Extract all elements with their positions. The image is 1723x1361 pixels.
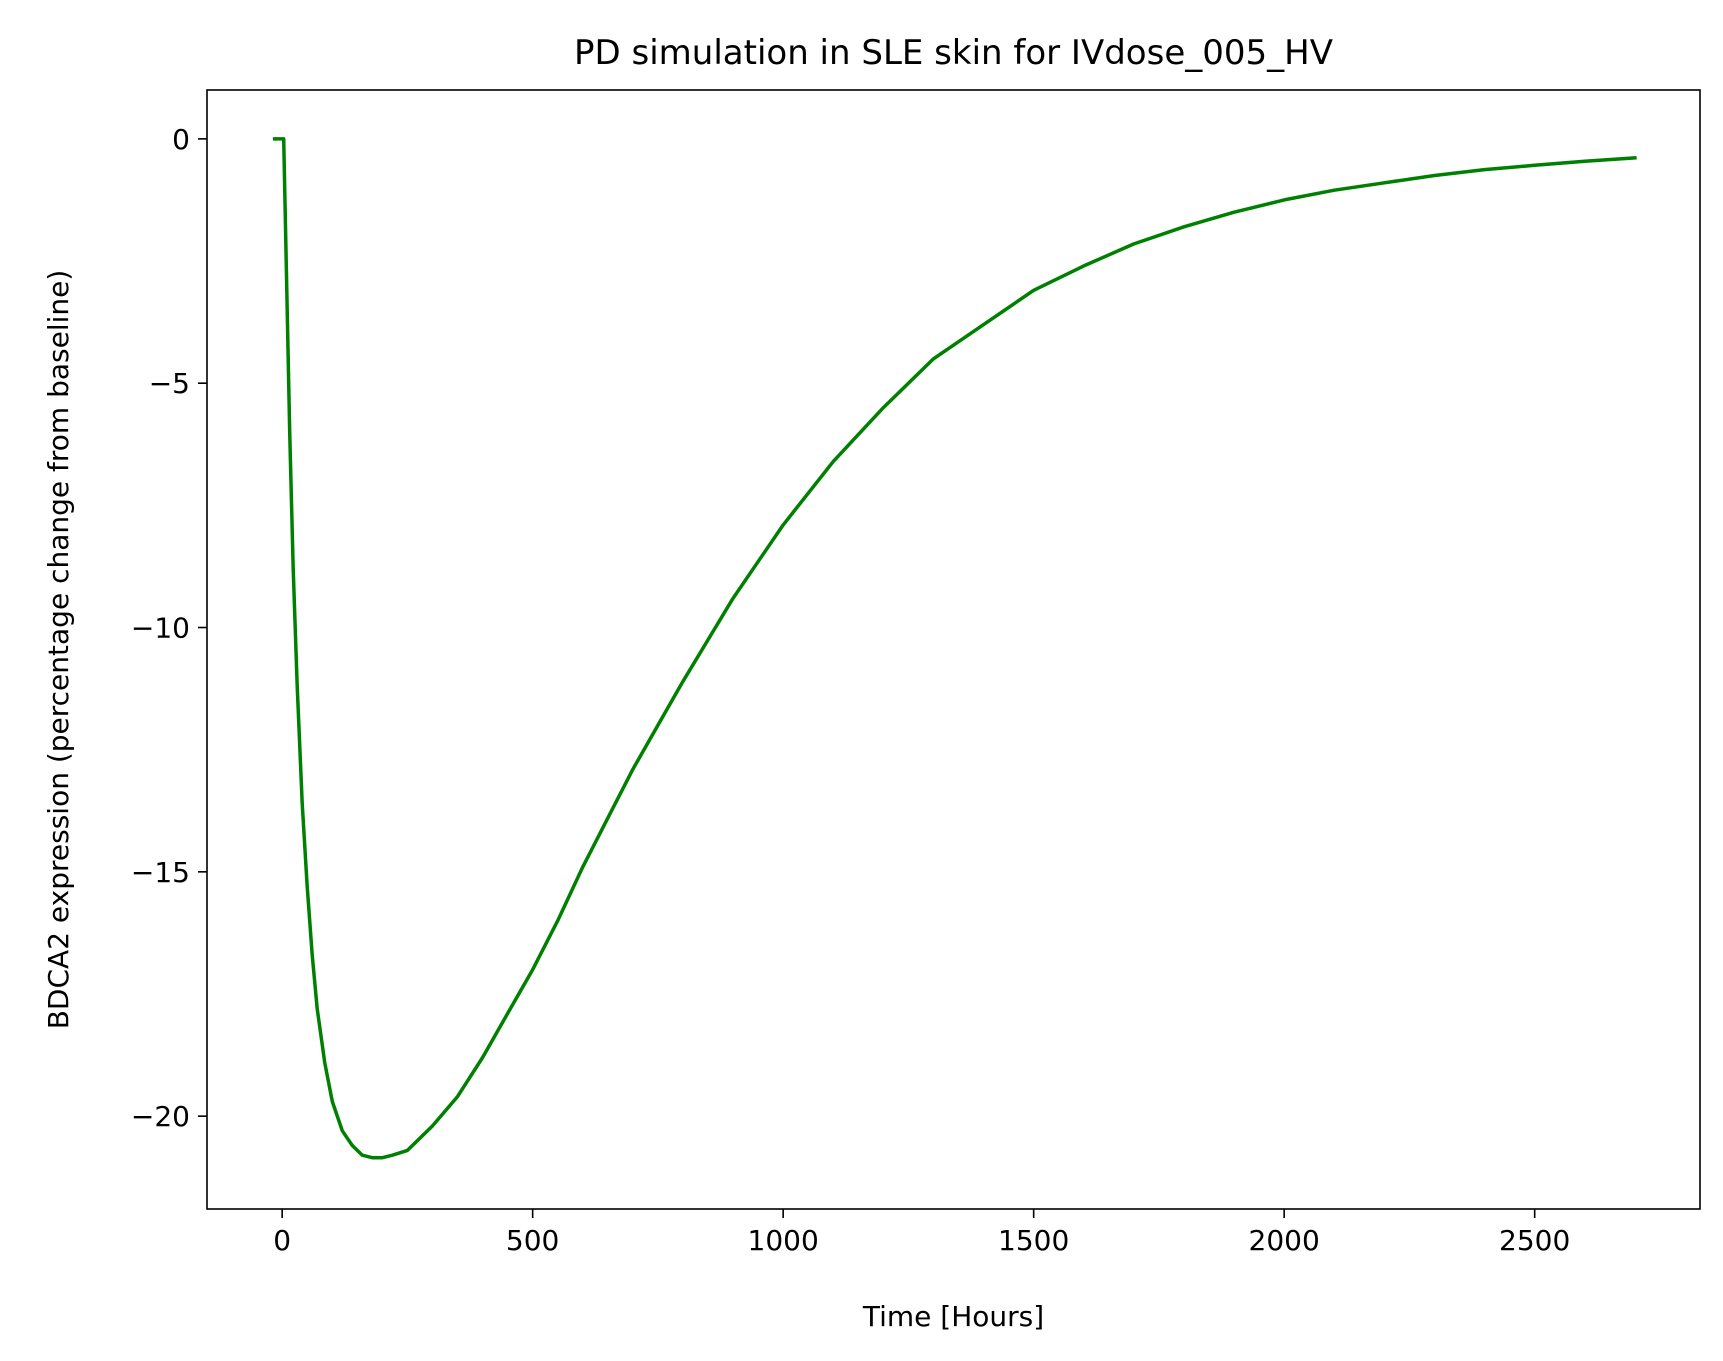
chart-title: PD simulation in SLE skin for IVdose_005…	[574, 33, 1333, 73]
x-axis: 0 500 1000 1500 2000 2500	[273, 1209, 1570, 1257]
y-tick-label: −20	[131, 1100, 190, 1133]
y-tick-label: −5	[149, 367, 190, 400]
x-tick-label: 0	[273, 1224, 291, 1257]
x-tick-label: 500	[506, 1224, 559, 1257]
x-tick-label: 2000	[1249, 1224, 1320, 1257]
y-tick-label: −10	[131, 612, 190, 645]
x-tick-label: 2500	[1499, 1224, 1570, 1257]
x-tick-label: 1500	[998, 1224, 1069, 1257]
y-axis: 0 −5 −10 −15 −20	[131, 123, 207, 1133]
axes-frame	[206, 89, 1701, 1210]
y-axis-label: BDCA2 expression (percentage change from…	[42, 270, 75, 1030]
series-line-0	[272, 137, 1637, 1160]
x-tick-label: 1000	[748, 1224, 819, 1257]
x-axis-label: Time [Hours]	[862, 1300, 1044, 1333]
y-tick-label: 0	[172, 123, 190, 156]
y-tick-label: −15	[131, 856, 190, 889]
plot-area	[206, 89, 1701, 1210]
